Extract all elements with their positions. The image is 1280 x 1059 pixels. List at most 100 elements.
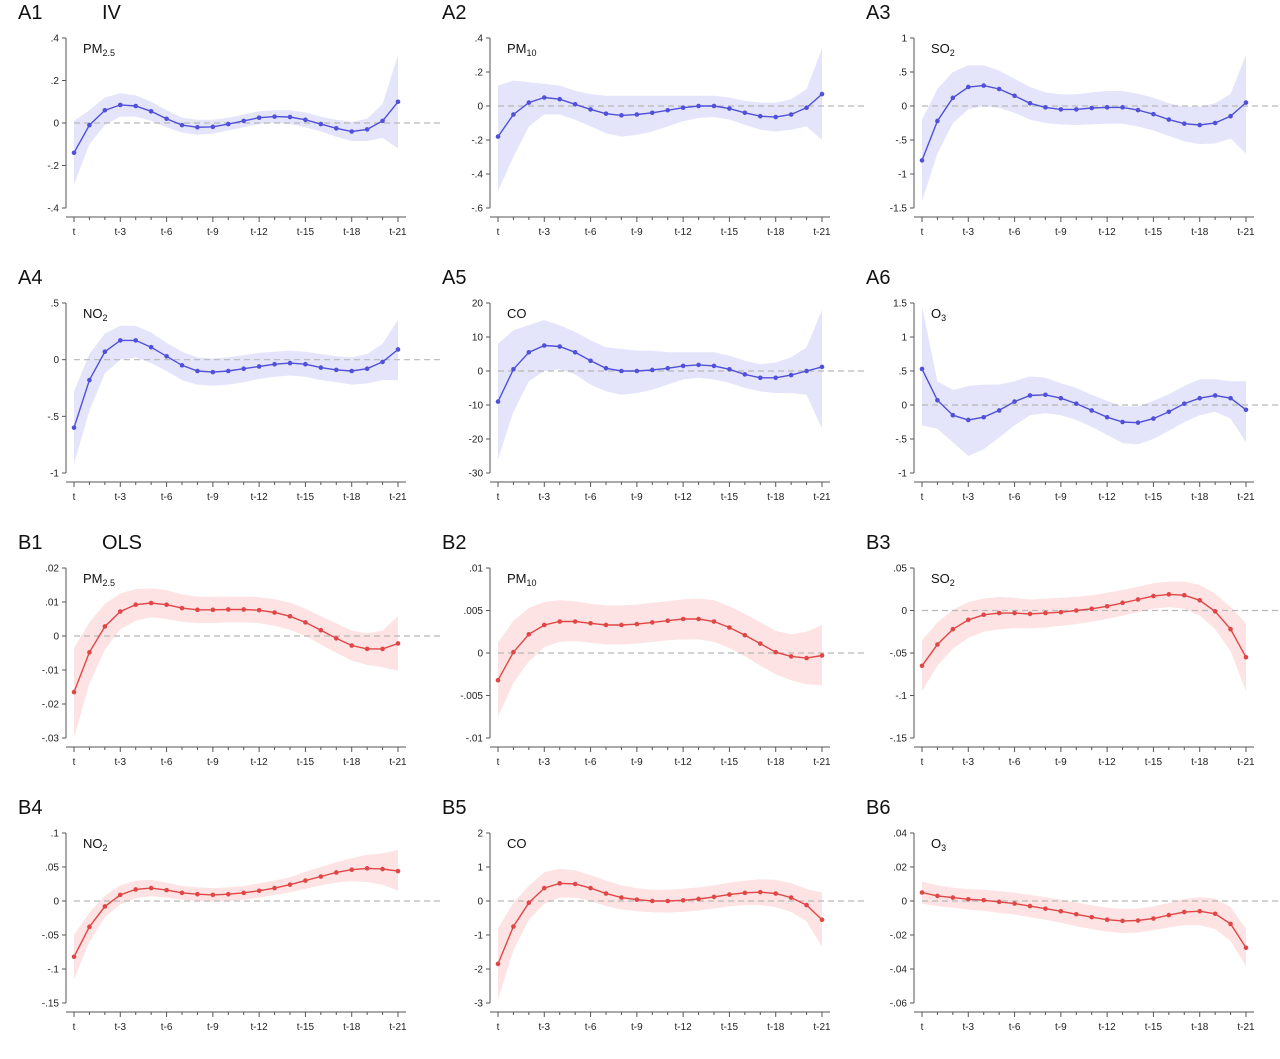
pollutant-label: O3 [931,836,946,853]
data-point [495,677,501,683]
pollutant-label: NO2 [83,306,108,323]
data-point [225,891,231,897]
data-point [619,113,624,118]
y-tick-label: -.01 [466,734,484,745]
data-point [287,114,293,120]
data-point [1135,107,1141,113]
y-tick-label: .04 [893,829,907,840]
x-tick-label: t-9 [631,227,643,238]
data-point [179,363,185,368]
data-point [71,689,77,695]
data-point [133,338,139,343]
x-tick-label: t-3 [962,227,974,238]
data-point [179,605,185,611]
confidence-band [74,55,398,185]
data-point [919,158,925,163]
data-point [241,607,247,612]
confidence-band [498,309,822,460]
data-point [981,83,987,88]
confidence-band [922,55,1246,202]
x-tick-label: t-6 [1009,1022,1021,1033]
data-point [950,895,956,900]
data-point [1120,105,1125,110]
data-point [164,116,169,122]
data-point [742,632,748,638]
data-point [1027,393,1033,398]
x-tick-label: t-21 [389,227,407,238]
y-tick-label: 0 [477,649,483,660]
data-point [1012,901,1017,906]
data-point [588,885,593,891]
data-point [665,618,671,623]
x-tick-label: t-3 [114,757,126,768]
x-tick-label: t-21 [813,757,831,768]
y-tick-label: -2 [474,965,483,976]
data-point [1120,918,1125,924]
data-point [935,118,940,124]
x-tick-label: t-6 [1009,757,1021,768]
data-point [1073,608,1079,613]
panel-id-label: A3 [866,2,891,24]
data-point [364,366,370,372]
x-tick-label: t-6 [585,492,597,503]
chart-panel-b5: 2 1 0 -1 -2 -3 t t-3 t-6 t-9 t-12 t-15 t-18 t-21 CO B5 [424,795,866,1059]
chart-panel-a6: 1.5 1.5 0 -.5 -1 t t-3 t-6 t-9 t-12 t-15 t-18 t-21 O3… [848,265,1280,529]
y-tick-label: -.02 [42,700,60,711]
x-tick-label: t-9 [1055,1022,1067,1033]
y-tick-label: .02 [45,564,59,575]
data-point [364,127,370,132]
data-point [1166,592,1172,597]
chart-panel-b2: .01 .005 0 -.005 -.01 t t-3 t-6 t-9 t-12 t-15 t-18 t… [424,530,866,794]
data-point [1197,122,1203,128]
data-point [996,408,1002,413]
panel-id-label: B3 [866,532,891,554]
data-point [619,622,624,628]
x-tick-label: t [73,757,76,768]
x-tick-label: t-15 [297,492,315,503]
data-point [287,882,293,887]
panel-id-label: A2 [442,2,467,24]
chart-panel-a4: .5 0 -.5 -1 t t-3 t-6 t-9 t-12 t-15 t-18 t-21 NO2 A4 [0,265,442,529]
data-point [1058,908,1064,914]
confidence-band [74,588,398,738]
y-tick-label: -1 [898,469,907,480]
data-point [272,114,277,119]
data-point [1073,107,1079,112]
data-point [225,368,231,374]
y-tick-label: -.01 [42,666,60,677]
x-tick-label: t-9 [1055,757,1067,768]
y-tick-label: 0 [901,401,907,412]
data-point [1197,908,1203,914]
pollutant-label: SO2 [931,571,955,588]
data-point [981,612,987,618]
data-point [572,619,578,624]
series-line [921,593,1247,667]
data-point [333,126,339,131]
y-tick-label: -.005 [460,691,483,702]
data-point [71,954,77,960]
data-point [318,121,324,127]
data-point [1089,408,1095,413]
data-point [788,372,794,378]
x-tick-label: t-6 [161,1022,173,1033]
y-tick-label: 0 [53,632,59,643]
data-point [71,150,77,156]
data-point [757,375,763,381]
series-line [921,84,1247,161]
x-tick-label: t-21 [389,1022,407,1033]
data-point [164,353,169,359]
data-point [950,412,956,418]
data-point [634,112,640,117]
data-point [287,613,293,619]
data-point [1166,117,1172,122]
y-tick-label: -.1 [895,691,907,702]
data-point [572,881,578,887]
x-tick-label: t-18 [343,757,361,768]
data-point [788,895,794,900]
data-point [225,121,231,127]
data-point [788,112,794,117]
series-line [497,93,823,138]
data-point [1089,914,1095,920]
x-tick-label: t-15 [1145,492,1163,503]
